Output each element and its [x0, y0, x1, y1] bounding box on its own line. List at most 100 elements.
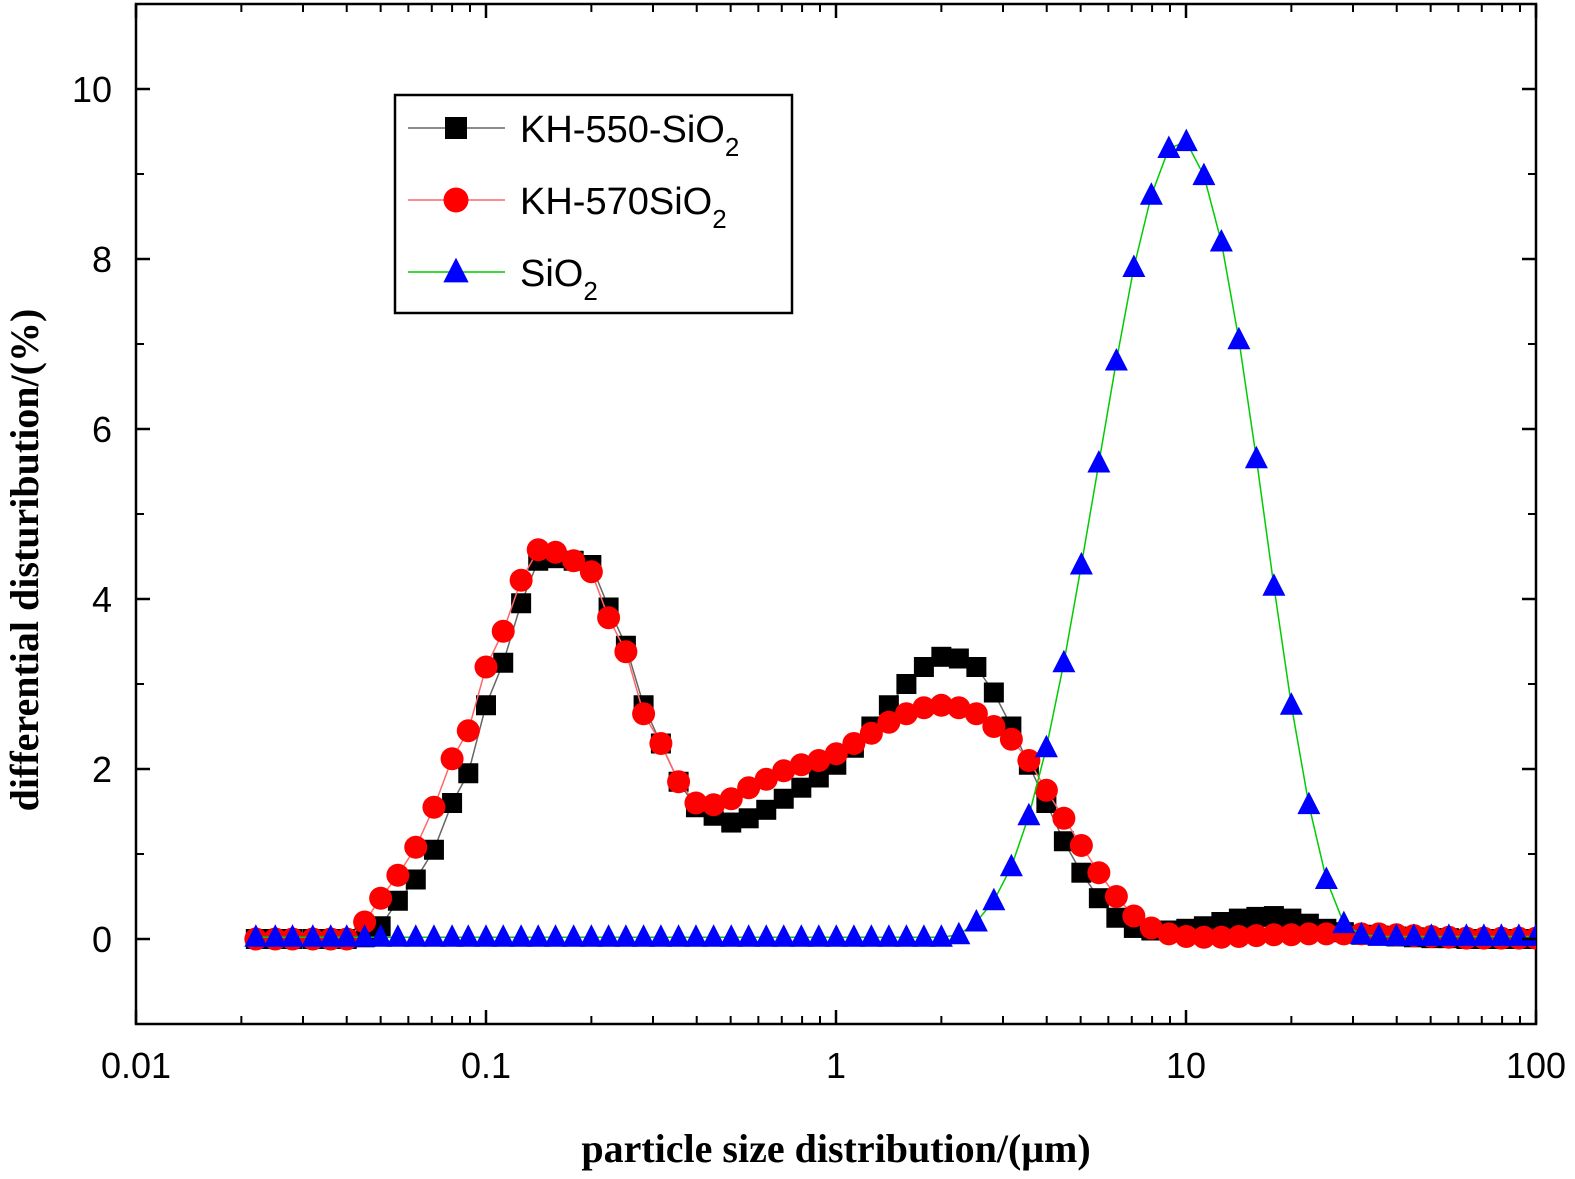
data-point	[1069, 834, 1093, 857]
data-point	[702, 924, 726, 947]
data-point	[1384, 923, 1408, 946]
data-point	[387, 890, 408, 911]
data-point	[1087, 861, 1111, 885]
y-tick-label: 0	[92, 919, 112, 960]
data-point	[369, 886, 393, 910]
data-point	[896, 674, 917, 694]
data-point	[859, 924, 883, 947]
data-point	[386, 863, 410, 887]
series-layer	[244, 128, 1536, 951]
data-point	[1192, 925, 1216, 949]
legend-label: KH-570SiO2	[520, 181, 727, 234]
data-point	[966, 657, 987, 677]
data-point	[772, 759, 796, 783]
data-point	[1157, 922, 1181, 946]
data-point	[442, 793, 463, 813]
data-point	[493, 652, 514, 673]
legend-marker	[443, 257, 469, 283]
data-point	[456, 924, 480, 947]
x-tick-label: 100	[1506, 1045, 1566, 1086]
data-point	[721, 812, 742, 833]
data-point	[649, 924, 673, 947]
data-point	[1139, 916, 1163, 940]
data-point	[894, 924, 918, 947]
data-point	[511, 593, 532, 614]
axis-layer: 0.01 0.1 1 10 100 0 2 4 6 8 10	[72, 3, 1566, 1086]
data-point	[1244, 924, 1268, 948]
data-point	[1052, 806, 1076, 830]
y-tick-label: 10	[72, 69, 112, 110]
data-point	[719, 787, 743, 811]
data-point	[842, 732, 866, 755]
data-point	[1053, 831, 1074, 852]
legend: KH-550-SiO2 KH-570SiO2 SiO2	[393, 93, 794, 315]
data-point	[1332, 910, 1356, 934]
data-point	[1209, 925, 1233, 949]
data-point	[614, 640, 638, 664]
data-point	[824, 742, 848, 766]
data-point	[440, 747, 464, 771]
data-point	[386, 924, 410, 947]
data-point	[1419, 923, 1443, 946]
data-point	[1367, 923, 1391, 946]
data-point	[931, 646, 952, 667]
data-point	[948, 648, 969, 669]
data-point	[773, 788, 794, 809]
data-point	[737, 924, 761, 947]
data-point	[1297, 791, 1321, 815]
data-point	[1314, 866, 1338, 889]
data-point	[456, 719, 480, 743]
data-point	[458, 763, 479, 784]
data-point	[1472, 923, 1496, 946]
y-tick-label: 6	[92, 409, 112, 450]
data-point	[632, 924, 656, 947]
data-point	[807, 749, 831, 772]
y-tick-label: 8	[92, 239, 112, 280]
data-point	[369, 924, 393, 947]
data-point	[824, 924, 848, 947]
data-point	[526, 538, 550, 562]
data-point	[754, 767, 778, 791]
data-point	[562, 924, 586, 947]
data-point	[1279, 692, 1303, 715]
data-point	[1314, 922, 1338, 946]
data-point	[301, 924, 325, 947]
data-point	[1227, 924, 1251, 948]
data-point	[1087, 449, 1111, 473]
data-point	[422, 924, 446, 947]
x-tick-label: 0.01	[101, 1045, 171, 1086]
data-point	[808, 767, 829, 788]
data-point	[1052, 649, 1076, 673]
data-point	[947, 696, 971, 720]
series-2	[244, 128, 1536, 947]
data-point	[1104, 885, 1128, 908]
data-point	[912, 696, 936, 720]
data-point	[614, 924, 638, 947]
data-point	[1104, 347, 1128, 371]
data-point	[405, 869, 426, 890]
data-point	[526, 924, 550, 947]
data-point	[509, 568, 533, 592]
data-point	[649, 732, 673, 755]
series-0	[245, 548, 1536, 949]
data-point	[719, 924, 743, 947]
data-point	[1262, 923, 1286, 947]
data-point	[999, 727, 1023, 751]
data-point	[1263, 906, 1284, 927]
data-point	[1088, 888, 1109, 909]
data-point	[789, 924, 813, 947]
data-point	[789, 753, 813, 777]
data-point	[1209, 228, 1233, 252]
data-point	[964, 908, 988, 932]
data-point	[929, 924, 953, 947]
data-point	[913, 657, 934, 677]
data-point	[982, 887, 1006, 911]
data-point	[1192, 162, 1216, 186]
data-point	[353, 924, 377, 947]
data-point	[335, 924, 359, 947]
data-point	[1106, 907, 1127, 928]
series-1	[244, 538, 1536, 951]
data-point	[667, 770, 691, 794]
data-point	[1349, 921, 1373, 945]
data-point	[423, 839, 444, 860]
